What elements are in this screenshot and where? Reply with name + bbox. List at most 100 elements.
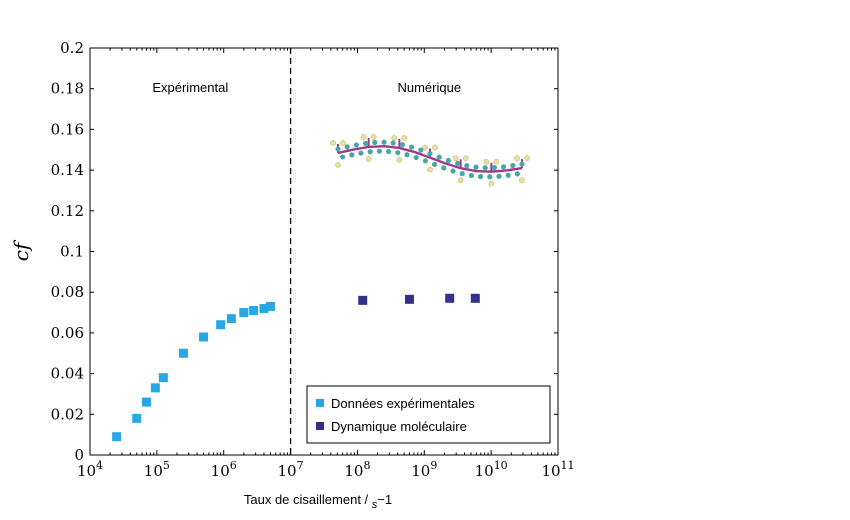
molecule-atom [488,180,495,187]
molecule-bead [418,147,424,153]
molecule-atom [524,155,530,161]
x-tick-base: 10 [344,462,363,480]
molecule-bead [353,142,359,148]
molecule-atom [340,140,346,146]
molecule-chain-image [330,134,530,187]
molecule-atom [370,134,377,140]
x-tick-label: 104 [77,459,103,480]
molecule-bead [487,174,493,180]
x-tick-base: 10 [541,462,560,480]
molecule-bead [441,165,447,171]
x-tick-label: 109 [411,459,437,480]
molecule-atom [514,155,520,161]
point-experimental [239,308,249,318]
point-experimental [259,303,269,313]
point-experimental [142,397,152,407]
x-tick-label: 107 [278,459,304,480]
molecule-bead [427,151,433,157]
molecule-bead [358,150,364,156]
y-tick-label: 0.1 [60,243,84,261]
plot-area: 00.020.040.060.080.10.120.140.160.180.2 … [51,39,575,480]
molecule-atom [462,155,469,162]
molecule-bead [436,154,442,160]
y-tick-label: 0.14 [51,161,84,179]
molecule-bead [482,165,488,171]
molecule-atom [457,177,464,184]
x-tick-base: 10 [278,462,297,480]
legend-marker-experimental [316,399,324,407]
legend-box [306,385,551,444]
data-points [112,293,480,442]
x-tick-exponent: 7 [297,459,304,472]
point-experimental [226,314,236,324]
region-label-experimental: Expérimental [152,80,228,95]
molecule-bead [409,144,415,150]
point-molecular-dynamics [470,293,480,303]
legend-label-molecular-dynamics: Dynamique moléculaire [331,419,467,434]
molecule-bead [459,171,465,177]
region-label-numerical: Numérique [397,80,461,95]
molecule-atom [360,134,367,140]
molecule-bead [395,150,401,156]
legend-label-experimental: Données expérimentales [331,396,475,411]
molecule-bead [381,139,387,145]
x-tick-label: 1011 [541,459,574,480]
molecule-atom [396,157,403,163]
molecule-atom [427,166,433,173]
point-experimental [132,413,142,423]
molecule-bead [505,172,511,178]
x-tick-label: 1010 [475,459,508,480]
molecule-atom [422,144,428,151]
x-axis-label-unit: s [372,499,378,511]
point-molecular-dynamics [358,295,368,305]
y-tick-label: 0.12 [51,202,84,220]
y-axis-label: cf [9,239,33,261]
molecule-bead [473,164,479,170]
x-tick-base: 10 [144,462,163,480]
molecule-bead [491,165,497,171]
x-axis-label-text: Taux de cisaillement / [244,492,372,507]
molecule-atom [452,155,459,162]
molecule-atom [391,135,398,141]
molecule-atom [519,177,525,183]
x-tick-exponent: 5 [163,459,170,472]
molecule-bead [363,140,369,146]
x-tick-exponent: 4 [96,459,103,472]
molecule-bead [372,139,378,145]
point-molecular-dynamics [445,293,455,303]
point-experimental [216,320,226,330]
molecule-bead [450,168,456,174]
y-tick-label: 0.06 [51,324,84,342]
x-tick-exponent: 11 [561,459,575,472]
y-tick-label: 0.02 [51,405,84,423]
molecule-bead [455,160,461,167]
x-axis-label-exponent: −1 [377,492,392,507]
point-experimental [112,432,122,442]
molecule-bead [390,140,396,146]
x-tick-exponent: 9 [430,459,437,472]
y-tick-label: 0.2 [60,39,84,57]
molecule-backbone [337,145,523,173]
x-tick-base: 10 [411,462,430,480]
molecule-atom [483,158,490,165]
y-tick-label: 0.16 [51,120,84,138]
x-tick-base: 10 [211,462,230,480]
molecule-bead [432,161,438,167]
point-experimental [199,332,209,342]
molecule-bead [510,162,516,169]
molecule-atom [365,156,372,162]
molecule-bead [376,148,382,154]
y-tick-label: 0.18 [51,80,84,98]
molecule-atom [432,144,438,151]
x-tick-label: 108 [344,459,370,480]
point-experimental [178,348,188,358]
x-tick-base: 10 [77,462,96,480]
molecule-atom [335,162,341,168]
molecule-bead [496,173,502,179]
molecule-bead [478,173,484,180]
molecule-bead [340,154,346,160]
point-molecular-dynamics [404,294,414,304]
molecule-bead [422,158,428,164]
y-tick-label: 0 [74,446,84,464]
